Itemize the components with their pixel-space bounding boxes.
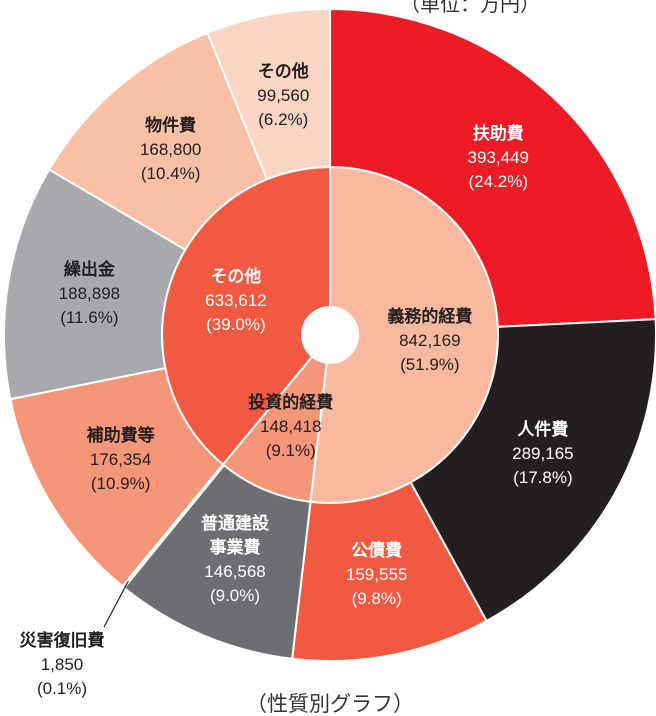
segment-label: 補助費等 176,354 (10.9%) — [87, 424, 155, 496]
value-label: 289,165 — [512, 444, 574, 464]
segment — [409, 318, 656, 623]
category-label: 公債費 — [351, 540, 403, 560]
percent-label: (6.2%) — [258, 109, 309, 129]
caption: （性質別グラフ） — [246, 693, 414, 716]
hole — [302, 307, 358, 363]
segment-label: 災害復旧費 1,850 (0.1%) — [20, 629, 105, 701]
percent-label: (24.2%) — [468, 172, 529, 192]
segment-label: 繰出金 188,898 (11.6%) — [59, 258, 120, 330]
value-label: 148,418 — [260, 416, 322, 436]
percent-label: (0.1%) — [36, 679, 88, 698]
value-label: 188,898 — [58, 284, 121, 304]
value-label: 1,850 — [40, 655, 84, 674]
segment-label: 公債費 159,555 (9.8%) — [346, 539, 407, 611]
unit-title: （単位：万円） — [400, 0, 540, 16]
category-label: 繰出金 — [63, 260, 115, 280]
percent-label: (9.8%) — [351, 588, 402, 608]
segment — [329, 7, 656, 328]
value-label: 633,612 — [205, 291, 267, 311]
segment-label: 人件費 289,165 (17.8%) — [512, 418, 573, 490]
category-label: 普通建設事業費 — [201, 513, 270, 557]
percent-label: (9.1%) — [265, 440, 316, 460]
category-label: 災害復旧費 — [19, 631, 105, 650]
category-label: 物件費 — [145, 116, 197, 136]
percent-label: (17.8%) — [513, 468, 573, 488]
value-label: 168,800 — [139, 140, 202, 160]
category-label: 人件費 — [517, 420, 569, 440]
category-label: 義務的経費 — [387, 306, 473, 326]
percent-label: (10.9%) — [90, 474, 151, 494]
category-label: 扶助費 — [472, 124, 524, 144]
value-label: 99,560 — [257, 85, 310, 105]
value-label: 146,568 — [204, 561, 266, 581]
category-label: その他 — [257, 61, 309, 81]
category-label: 補助費等 — [86, 426, 155, 446]
value-label: 176,354 — [89, 450, 152, 470]
value-label: 393,449 — [467, 148, 529, 168]
segment-label: 物件費 168,800 (10.4%) — [140, 114, 201, 186]
value-label: 159,555 — [345, 564, 408, 584]
percent-label: (11.6%) — [60, 308, 119, 328]
segment-label: その他 99,560 (6.2%) — [257, 60, 309, 132]
segment-label: 義務的経費 842,169 (51.9%) — [387, 305, 472, 377]
category-label: その他 — [210, 267, 262, 287]
segment — [206, 7, 331, 181]
percent-label: (9.0%) — [209, 585, 261, 605]
category-label: 投資的経費 — [248, 392, 334, 412]
value-label: 842,169 — [399, 330, 461, 350]
segment-label: 投資的経費 148,418 (9.1%) — [248, 391, 333, 463]
percent-label: (51.9%) — [400, 354, 460, 374]
leader-line — [103, 580, 129, 628]
segment-label: その他 633,612 (39.0%) — [205, 265, 266, 337]
percent-label: (10.4%) — [140, 164, 201, 184]
percent-label: (39.0%) — [206, 315, 266, 335]
segment-label: 普通建設事業費 146,568 (9.0%) — [200, 512, 270, 608]
segment-label: 扶助費 393,449 (24.2%) — [468, 122, 529, 194]
